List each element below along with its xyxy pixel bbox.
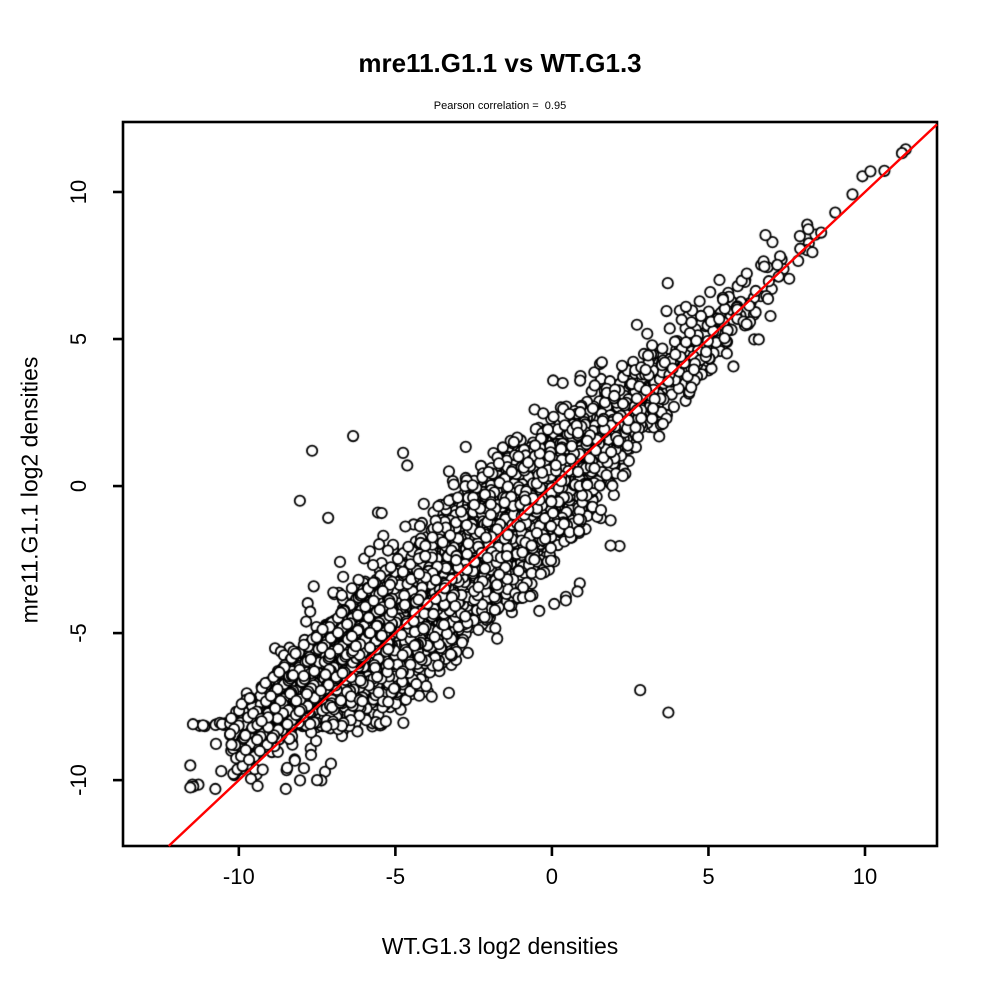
y-tick-label: -5 xyxy=(66,623,91,643)
y-tick-label: 5 xyxy=(66,332,91,346)
x-tick-label: 0 xyxy=(545,864,559,889)
x-tick-label: -10 xyxy=(222,864,255,889)
x-axis-label: WT.G1.3 log2 densities xyxy=(381,933,619,959)
x-tick-label: 5 xyxy=(702,864,715,889)
x-tick-label: -5 xyxy=(385,864,406,889)
plot-frame xyxy=(121,120,939,848)
y-tick-label: 10 xyxy=(66,179,91,205)
chart-subtitle: Pearson correlation = 0.95 xyxy=(433,100,567,112)
y-tick-label: 0 xyxy=(66,479,91,493)
chart-title: mre11.G1.1 vs WT.G1.3 xyxy=(358,48,642,78)
x-tick-label: 10 xyxy=(852,864,878,889)
identity-line xyxy=(167,123,938,847)
y-tick-label: -10 xyxy=(66,764,91,797)
y-axis-label: mre11.G1.1 log2 densities xyxy=(16,356,43,624)
